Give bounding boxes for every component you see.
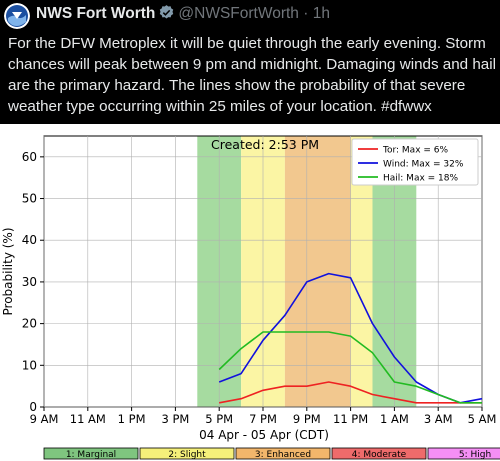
x-ticks: 9 AM 11 AM 1 PM 3 PM 5 PM 7 PM 9 PM 11 PM 1 AM 3 … (30, 407, 497, 426)
grid-lines (43, 136, 483, 408)
x-axis-label: 04 Apr - 05 Apr (CDT) (199, 428, 329, 442)
risk-legend-label: 4: Moderate (352, 450, 407, 460)
legend-box (351, 138, 479, 186)
x-tick-label: 5 AM (468, 412, 497, 426)
y-tick-label: 20 (22, 317, 37, 331)
account-handle[interactable]: @NWSFortWorth (178, 5, 299, 22)
x-tick-label: 9 PM (293, 412, 321, 426)
y-tick-label: 0 (29, 400, 37, 414)
y-axis-label: Probability (%) (1, 227, 15, 315)
tweet-time[interactable]: 1h (312, 5, 330, 22)
y-tick-label: 30 (22, 275, 37, 289)
risk-legend-label: 3: Enhanced (255, 450, 311, 460)
tweet-text: For the DFW Metroplex it will be quiet t… (8, 35, 496, 115)
risk-legend-swatch (43, 447, 139, 460)
x-tick-label: 7 PM (249, 412, 277, 426)
y-tick-label: 60 (22, 150, 37, 164)
legend-entry: Hail: Max = 18% (383, 174, 458, 184)
risk-legend-label: 5: High (459, 450, 491, 460)
created-annotation: Created: 2:53 PM (211, 137, 319, 152)
x-tick-label: 3 AM (424, 412, 453, 426)
y-tick-label: 10 (22, 358, 37, 372)
x-tick-label: 1 AM (380, 412, 409, 426)
x-tick-label: 3 PM (161, 412, 189, 426)
x-tick-label: 11 PM (333, 412, 368, 426)
chart-image[interactable]: 0 10 20 30 40 50 60 9 AM 11 AM 1 PM 3 PM 5 PM 7 PM 9… (0, 124, 500, 461)
risk-legend-swatch (427, 447, 500, 460)
series-line-0 (219, 381, 482, 404)
tweet: NWS Fort Worth @NWSFortWorth · 1h For the… (0, 0, 500, 124)
nws-logo-icon[interactable] (4, 3, 30, 29)
x-tick-label: 1 PM (118, 412, 146, 426)
verified-badge-icon (158, 4, 175, 26)
separator-dot: · (303, 5, 309, 22)
risk-legend-label: 1: Marginal (66, 450, 116, 460)
legend-entry: Tor: Max = 6% (382, 146, 449, 156)
risk-legend-swatch (139, 447, 235, 460)
account-name[interactable]: NWS Fort Worth (36, 5, 156, 22)
tweet-header: NWS Fort Worth @NWSFortWorth · 1h (36, 4, 330, 26)
y-tick-label: 40 (22, 233, 37, 247)
series-lines (218, 272, 483, 404)
series-legend: Tor: Max = 6% Wind: Max = 32% Hail: Max = … (351, 138, 479, 186)
y-tick-label: 50 (22, 192, 37, 206)
y-ticks: 0 10 20 30 40 50 60 (22, 150, 44, 414)
x-tick-label: 5 PM (205, 412, 233, 426)
x-tick-label: 9 AM (30, 412, 59, 426)
risk-category-legend: 1: Marginal 2: Slight 3: Enhanced 4: Modera… (43, 447, 500, 460)
risk-legend-swatch (331, 447, 427, 460)
x-tick-label: 11 AM (70, 412, 106, 426)
risk-band-slight (350, 136, 373, 407)
risk-band-enhanced (284, 136, 351, 407)
risk-legend-label: 2: Slight (168, 450, 206, 460)
risk-legend-swatch (235, 447, 331, 460)
legend-entry: Wind: Max = 32% (383, 160, 464, 170)
series-line-2 (218, 331, 482, 404)
